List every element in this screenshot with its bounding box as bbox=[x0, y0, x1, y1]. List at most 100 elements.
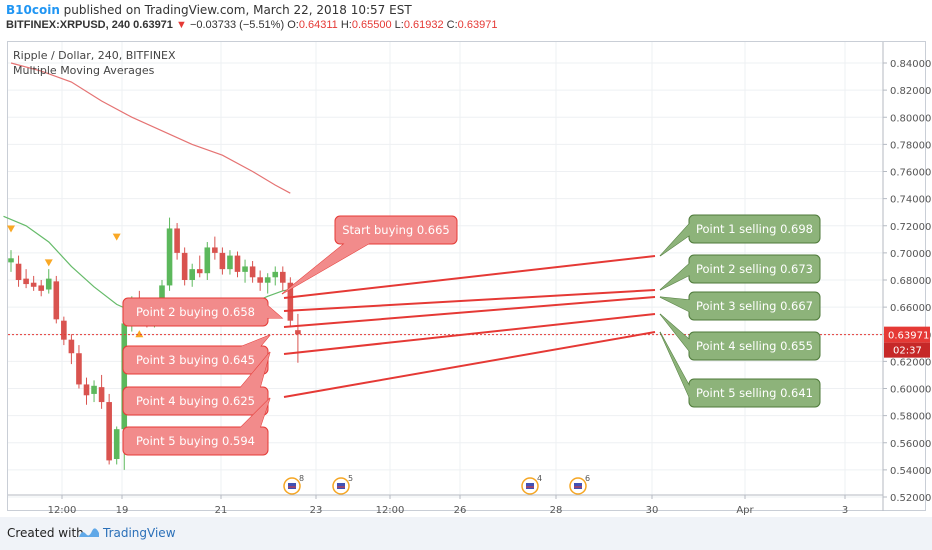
sell-callout: Point 1 selling 0.698 bbox=[659, 214, 821, 257]
candle bbox=[280, 266, 286, 291]
price-axis-label: 0.58000 bbox=[890, 412, 931, 423]
event-flag bbox=[574, 483, 582, 489]
created-with-label: Created with bbox=[7, 526, 84, 540]
candle-body bbox=[196, 269, 203, 274]
buy-callout-label: Point 5 buying 0.594 bbox=[136, 434, 255, 448]
price-axis-label: 0.68000 bbox=[890, 276, 931, 287]
open-label: O: bbox=[287, 19, 299, 31]
candle bbox=[61, 316, 67, 346]
countdown-tag bbox=[884, 342, 930, 358]
countdown-label: 02:37 bbox=[893, 346, 922, 357]
candle-body bbox=[204, 247, 211, 274]
candle bbox=[264, 273, 271, 294]
buy-callout: Point 3 buying 0.645 bbox=[122, 334, 271, 375]
sell-callout: Point 2 selling 0.673 bbox=[659, 254, 821, 291]
candle-body bbox=[53, 281, 60, 320]
candle-body bbox=[219, 252, 226, 270]
sell-callout-pointer-fill bbox=[660, 332, 690, 399]
price-axis-label: 0.84000 bbox=[890, 59, 931, 70]
sell-callout-label: Point 4 selling 0.655 bbox=[696, 339, 813, 353]
candle bbox=[257, 270, 263, 291]
candle bbox=[91, 380, 97, 403]
price-axis-label: 0.56000 bbox=[890, 439, 931, 450]
sell-callout-label: Point 5 selling 0.641 bbox=[696, 386, 813, 400]
author-name[interactable]: B10coin bbox=[6, 3, 60, 17]
tradingview-logo-icon bbox=[79, 528, 99, 537]
economic-event-flag-icon[interactable]: 4 bbox=[521, 474, 542, 495]
tradingview-brand[interactable]: TradingView bbox=[103, 526, 176, 540]
sell-callout-label: Point 2 selling 0.673 bbox=[696, 262, 813, 276]
moving-average-line bbox=[10, 62, 291, 194]
time-axis-label: 26 bbox=[454, 505, 467, 516]
buy-callout-pointer-fill bbox=[240, 352, 270, 388]
candle-body bbox=[121, 323, 128, 430]
footer: Created with TradingView bbox=[0, 517, 932, 550]
buy-callout: Start buying 0.665 bbox=[281, 215, 458, 295]
close-label: C: bbox=[446, 19, 458, 31]
price-axis-label: 0.72000 bbox=[890, 222, 931, 233]
close-value: 0.63971 bbox=[457, 19, 498, 31]
candle-body bbox=[45, 278, 52, 290]
target-line bbox=[283, 255, 656, 299]
candle bbox=[234, 251, 241, 278]
buy-callout-label: Point 2 buying 0.658 bbox=[136, 305, 255, 319]
candle bbox=[113, 426, 120, 465]
price-change: −0.03733 (−5.51%) bbox=[189, 19, 285, 31]
candle-body bbox=[91, 385, 97, 394]
candle bbox=[98, 374, 105, 409]
candle-body bbox=[83, 384, 90, 396]
candle bbox=[212, 236, 218, 260]
triangle-up-marker-icon bbox=[135, 330, 144, 338]
candle bbox=[174, 223, 180, 260]
sell-callout-label: Point 3 selling 0.667 bbox=[696, 299, 813, 313]
buy-callout-pointer-fill bbox=[240, 335, 270, 347]
time-axis-label: 19 bbox=[116, 505, 129, 516]
candle bbox=[181, 247, 188, 286]
candle bbox=[242, 259, 248, 283]
economic-event-flag-icon[interactable]: 6 bbox=[569, 474, 590, 495]
chart-legend-indicator: Multiple Moving Averages bbox=[13, 64, 155, 77]
candle bbox=[295, 313, 301, 363]
candle bbox=[53, 275, 60, 324]
chart-frame[interactable] bbox=[7, 41, 926, 511]
event-flag bbox=[337, 483, 345, 489]
candle-body bbox=[234, 255, 241, 272]
candle-body bbox=[30, 282, 37, 287]
candle-body bbox=[212, 247, 218, 253]
candle bbox=[68, 334, 75, 365]
time-axis-label: Apr bbox=[736, 505, 754, 516]
event-flag bbox=[526, 483, 534, 489]
sell-callout-pointer-fill bbox=[660, 223, 690, 256]
event-count-label: 5 bbox=[348, 474, 353, 483]
buy-callout-label: Point 3 buying 0.645 bbox=[136, 353, 255, 367]
sell-callout-label: Point 1 selling 0.698 bbox=[696, 222, 813, 236]
economic-event-flag-icon[interactable]: 5 bbox=[332, 474, 353, 495]
candle bbox=[272, 266, 279, 286]
candle bbox=[219, 247, 226, 275]
candle-body bbox=[76, 353, 82, 385]
last-price: 0.63971 bbox=[133, 19, 173, 31]
candle bbox=[38, 280, 44, 297]
candle-body bbox=[249, 266, 256, 278]
buy-callout: Point 2 buying 0.658 bbox=[122, 297, 284, 327]
price-axis-label: 0.54000 bbox=[890, 466, 931, 477]
candle-body bbox=[106, 402, 112, 461]
economic-event-flag-icon[interactable]: 8 bbox=[283, 474, 304, 495]
triangle-down-marker-icon bbox=[44, 259, 53, 267]
candle bbox=[166, 217, 173, 291]
price-axis-label: 0.66000 bbox=[890, 303, 931, 314]
candle bbox=[227, 250, 233, 275]
sell-callout: Point 3 selling 0.667 bbox=[659, 291, 821, 321]
publish-info: B10coin published on TradingView.com, Ma… bbox=[6, 3, 412, 17]
current-price-label: 0.63971 bbox=[888, 331, 929, 342]
open-value: 0.64311 bbox=[298, 19, 338, 31]
candle-body bbox=[113, 429, 120, 460]
candle bbox=[106, 393, 112, 465]
candle-body bbox=[242, 266, 248, 272]
price-axis-label: 0.70000 bbox=[890, 249, 931, 260]
candle bbox=[249, 261, 256, 283]
candle-body bbox=[166, 228, 173, 286]
time-axis-label: 23 bbox=[310, 505, 323, 516]
sell-callout-pointer-fill bbox=[660, 314, 690, 352]
